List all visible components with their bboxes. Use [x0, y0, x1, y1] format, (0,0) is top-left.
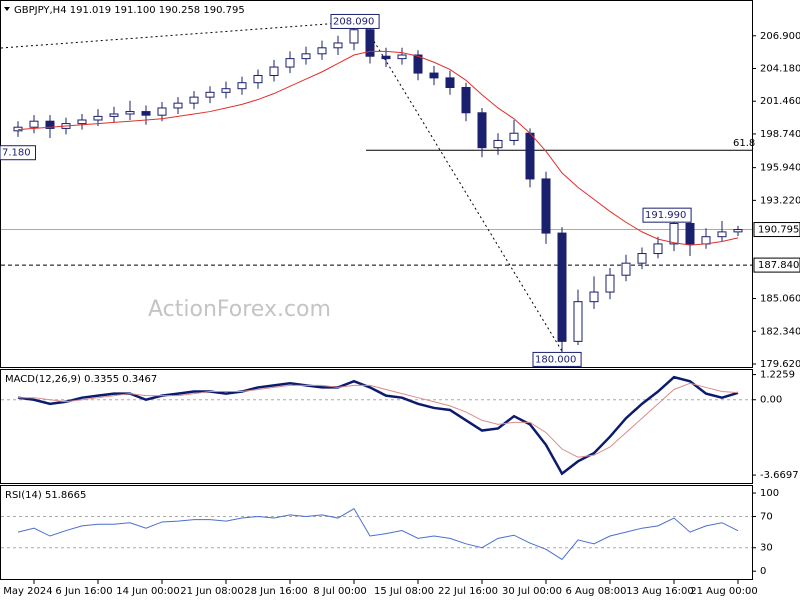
annotation-box: [642, 207, 692, 223]
candle-body: [493, 139, 503, 149]
x-tick-label: 30 Jul 00:00: [502, 586, 562, 597]
x-tick-label: 21 Aug 00:00: [690, 586, 757, 597]
annotation-box: [0, 145, 36, 161]
x-tick-label: 6 Jun 16:00: [55, 586, 112, 597]
candle-body: [557, 232, 567, 342]
candle-body: [717, 231, 727, 238]
candle-body: [77, 119, 87, 125]
annotation-label: 208.090: [333, 16, 374, 27]
candle-body: [157, 107, 167, 116]
annotation-box: [330, 13, 380, 29]
y-tick-label: 195.940: [760, 163, 800, 174]
y-tick-label: 1.2259: [760, 370, 795, 381]
candle-body: [653, 243, 663, 255]
candle-body: [589, 291, 599, 303]
candle-body: [637, 253, 647, 264]
y-tick-label: 206.900: [760, 31, 800, 42]
x-tick-label: 21 Jun 08:00: [180, 586, 244, 597]
candle-body: [237, 82, 247, 90]
x-tick-label: 15 Jul 08:00: [374, 586, 434, 597]
y-tick-label: 185.060: [760, 294, 800, 305]
x-tick-label: 14 Jun 00:00: [116, 586, 180, 597]
x-tick-label: 28 Jun 16:00: [244, 586, 308, 597]
candle-body: [461, 87, 471, 114]
candle-body: [125, 111, 135, 115]
candle-body: [317, 47, 327, 55]
candle-body: [669, 222, 679, 245]
y-tick-label: 179.620: [760, 359, 800, 370]
series-line: [17, 507, 739, 561]
series-line: [18, 382, 739, 458]
candle-body: [269, 66, 279, 76]
candle-body: [685, 222, 695, 245]
price-label-box: [753, 257, 800, 273]
x-tick-label: 30 May 2024: [0, 586, 53, 597]
candle-body: [525, 132, 535, 180]
candle-body: [189, 96, 199, 104]
y-tick-label: 0.00: [760, 395, 782, 406]
watermark: ActionForex.com: [148, 297, 331, 322]
candle-body: [605, 274, 615, 293]
candle-body: [733, 229, 743, 233]
candle-body: [349, 29, 359, 44]
candle-body: [621, 262, 631, 276]
candle-body: [93, 115, 103, 121]
annotation-label: 191.990: [645, 210, 686, 221]
y-tick-label: 198.740: [760, 129, 800, 140]
candle-body: [109, 113, 119, 117]
y-tick-label: 70: [760, 511, 773, 522]
candle-body: [29, 120, 39, 128]
fib-label: 61.8: [733, 138, 755, 149]
candle-body: [445, 77, 455, 89]
candle-body: [397, 54, 407, 60]
candle-body: [477, 112, 487, 149]
candle-body: [365, 29, 375, 57]
y-tick-label: 204.180: [760, 63, 800, 74]
macd-panel: [0, 369, 753, 484]
x-tick-label: 8 Jul 00:00: [313, 586, 367, 597]
series-line: [17, 50, 739, 246]
price-label: 187.840: [758, 260, 799, 271]
series-line: [17, 375, 739, 476]
y-tick-label: -3.6697: [760, 470, 799, 481]
candle-body: [45, 120, 55, 129]
candle-body: [301, 53, 311, 60]
rsi-panel: [0, 485, 753, 580]
candle-body: [173, 102, 183, 109]
annotation-label: 7.180: [2, 148, 31, 159]
y-tick-label: 100: [760, 488, 779, 499]
candle-body: [573, 301, 583, 342]
macd-title: MACD(12,26,9) 0.3355 0.3467: [5, 374, 157, 385]
y-tick-label: 201.460: [760, 96, 800, 107]
price-panel: [0, 0, 753, 368]
x-tick-label: 22 Jul 16:00: [438, 586, 498, 597]
candle-body: [141, 111, 151, 116]
annotation-label: 180.000: [535, 354, 576, 365]
candle-body: [253, 74, 263, 84]
x-tick-label: 13 Aug 16:00: [626, 586, 693, 597]
x-tick-label: 6 Aug 08:00: [565, 586, 626, 597]
candle-body: [221, 88, 231, 93]
candle-body: [429, 72, 439, 79]
y-tick-label: 182.340: [760, 326, 800, 337]
y-tick-label: 0: [760, 566, 766, 577]
candle-body: [701, 236, 711, 245]
menu-icon: [4, 7, 10, 11]
candle-body: [381, 55, 391, 60]
candle-body: [333, 42, 343, 49]
annotation-box: [532, 351, 582, 367]
chart-title: GBPJPY,H4 191.019 191.100 190.258 190.79…: [14, 5, 245, 16]
price-label-box: [753, 222, 800, 238]
price-label: 190.795: [758, 225, 799, 236]
rsi-title: RSI(14) 51.8665: [5, 490, 86, 501]
candle-body: [285, 58, 295, 68]
candle-body: [541, 178, 551, 234]
y-tick-label: 30: [760, 543, 773, 554]
candle-body: [205, 91, 215, 98]
y-tick-label: 193.220: [760, 195, 800, 206]
candle-body: [509, 132, 519, 141]
candle-body: [413, 54, 423, 74]
